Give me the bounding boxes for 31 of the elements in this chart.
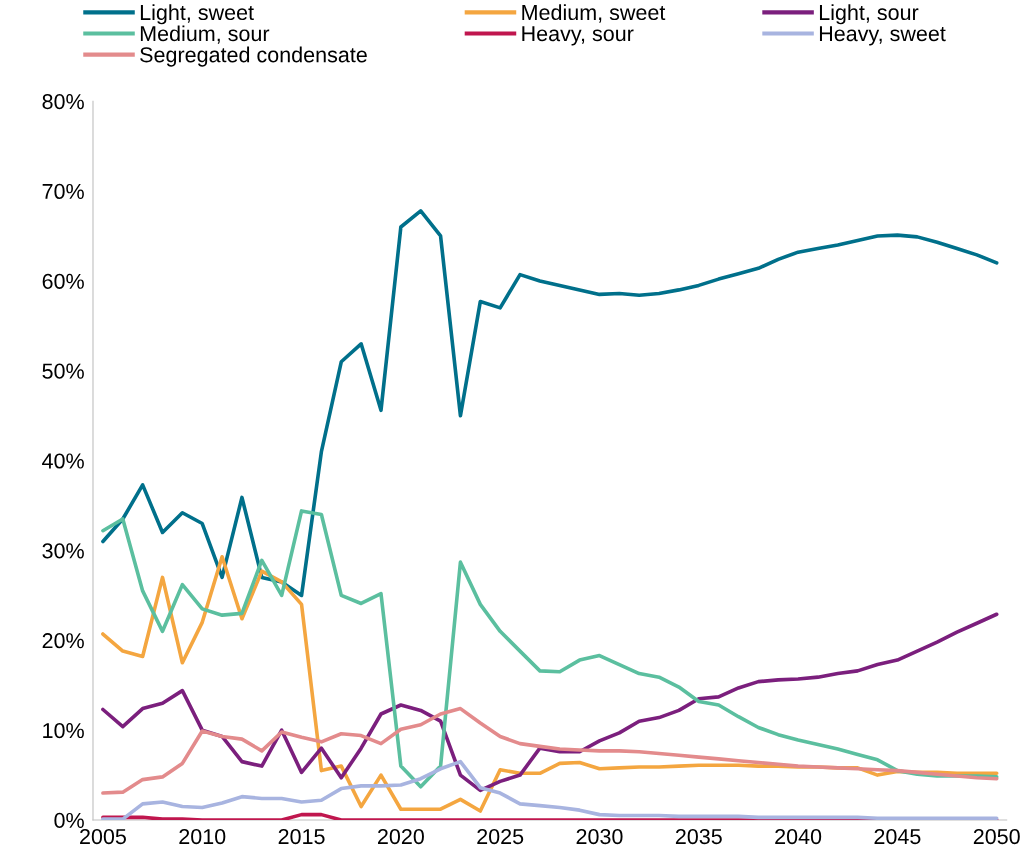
- x-tick-label: 2030: [576, 828, 623, 845]
- y-tick-label: 80%: [42, 93, 84, 110]
- x-tick-label: 2050: [973, 828, 1020, 845]
- line-series: [101, 209, 999, 598]
- x-tick-label: 2015: [278, 828, 325, 845]
- x-tick-label: 2025: [477, 828, 524, 845]
- line-series: [101, 612, 999, 793]
- line-series: [101, 759, 999, 821]
- legend-label: Segregated condensate: [140, 46, 367, 67]
- y-tick-label: 50%: [42, 363, 84, 379]
- x-tick-label: 2035: [675, 828, 722, 845]
- x-tick-label: 2040: [775, 828, 822, 845]
- y-tick-label: 40%: [42, 453, 84, 469]
- legend-label: Heavy, sweet: [819, 26, 946, 46]
- y-tick-label: 70%: [42, 183, 84, 200]
- x-tick-label: 2005: [80, 828, 126, 845]
- line-series: [101, 509, 999, 789]
- legend-label: Medium, sour: [140, 25, 270, 44]
- line-series: [101, 706, 999, 795]
- y-tick-label: 10%: [43, 722, 84, 739]
- y-tick-label: 30%: [42, 543, 84, 559]
- x-tick-label: 2020: [377, 828, 424, 845]
- x-tick-label: 2045: [874, 828, 921, 845]
- x-tick-label: 2010: [179, 828, 226, 845]
- legend-label: Heavy, sour: [522, 26, 634, 46]
- y-tick-label: 0%: [54, 812, 84, 829]
- legend-label: Light, sour: [819, 4, 919, 25]
- legend-label: Light, sweet: [140, 4, 254, 25]
- y-tick-label: 20%: [42, 633, 84, 649]
- legend-label: Medium, sweet: [522, 4, 666, 23]
- y-tick-label: 60%: [42, 273, 84, 289]
